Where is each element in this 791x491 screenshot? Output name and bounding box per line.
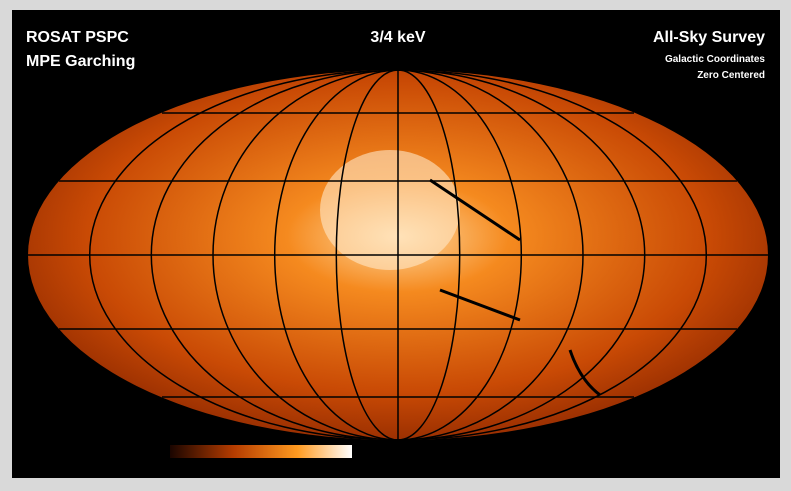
coordinates: Galactic Coordinates [665, 54, 765, 65]
color-bar [170, 445, 352, 458]
bright-region [320, 150, 460, 270]
scan-gap [429, 178, 601, 397]
institute: MPE Garching [26, 53, 135, 70]
survey: All-Sky Survey [653, 29, 765, 46]
instrument: ROSAT PSPC [26, 29, 129, 46]
grid [28, 70, 768, 440]
band: 3/4 keV [370, 29, 425, 46]
centering: Zero Centered [697, 70, 765, 81]
